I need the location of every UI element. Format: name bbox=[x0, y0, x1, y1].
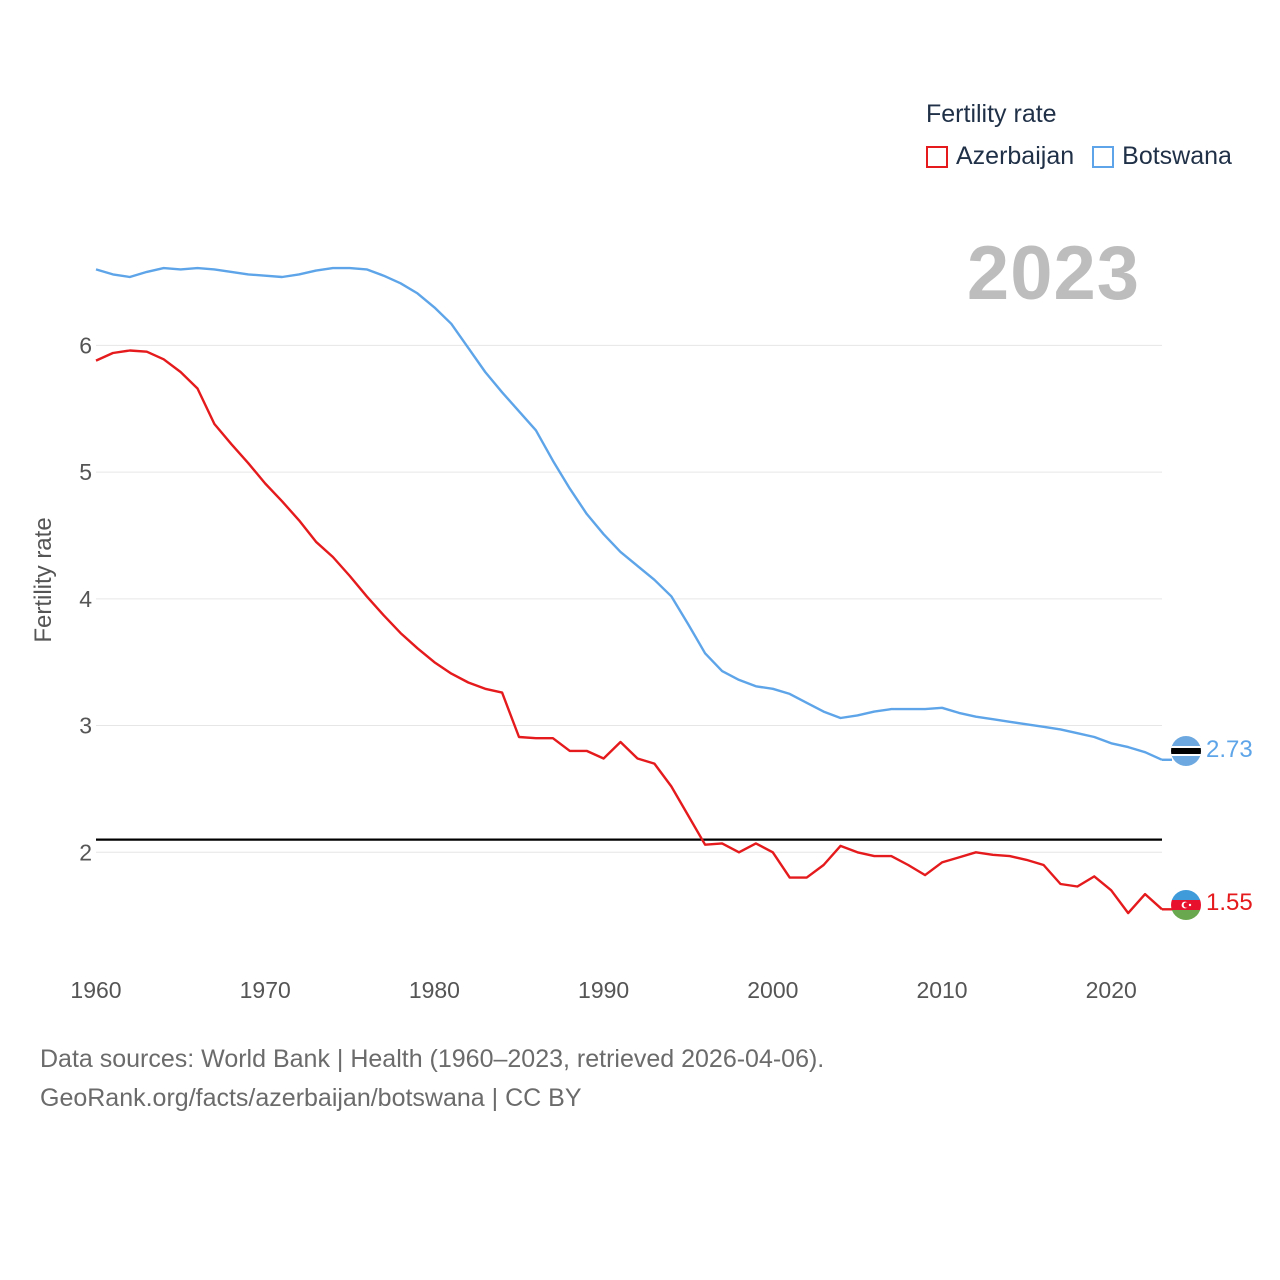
footer-attribution[interactable]: GeoRank.org/facts/azerbaijan/botswana | … bbox=[40, 1084, 582, 1112]
y-tick-label: 6 bbox=[79, 332, 92, 358]
x-tick-label: 1970 bbox=[240, 977, 291, 1003]
legend: Azerbaijan Botswana bbox=[926, 142, 1250, 171]
legend-label-botswana: Botswana bbox=[1122, 142, 1232, 170]
legend-title: Fertility rate bbox=[926, 100, 1057, 128]
legend-item-azerbaijan[interactable]: Azerbaijan bbox=[926, 142, 1074, 171]
x-tick-label: 1990 bbox=[578, 977, 629, 1003]
y-tick-label: 2 bbox=[79, 839, 92, 865]
x-tick-label: 1980 bbox=[409, 977, 460, 1003]
x-tick-labels: 1960 1970 1980 1990 2000 2010 2020 bbox=[70, 977, 1136, 1003]
x-tick-label: 2020 bbox=[1086, 977, 1137, 1003]
botswana-flag-icon bbox=[1171, 736, 1201, 766]
end-label-botswana: 2.73 bbox=[1206, 736, 1253, 763]
year-label: 2023 bbox=[966, 231, 1140, 316]
end-label-azerbaijan: 1.55 bbox=[1206, 889, 1253, 916]
series-line-botswana[interactable] bbox=[95, 266, 1163, 761]
x-tick-label: 2010 bbox=[916, 977, 967, 1003]
legend-label-azerbaijan: Azerbaijan bbox=[956, 142, 1075, 170]
y-axis-label: Fertility rate bbox=[30, 517, 57, 643]
series-lines bbox=[95, 266, 1172, 915]
y-tick-label: 3 bbox=[79, 713, 92, 739]
x-tick-label: 2000 bbox=[747, 977, 798, 1003]
legend-swatch-azerbaijan bbox=[926, 145, 948, 168]
y-tick-label: 5 bbox=[79, 459, 92, 485]
footer-sources: Data sources: World Bank | Health (1960–… bbox=[40, 1045, 825, 1073]
grid-lines bbox=[96, 344, 1162, 853]
x-tick-label: 1960 bbox=[70, 977, 121, 1003]
y-tick-label: 4 bbox=[79, 586, 92, 612]
series-line-azerbaijan[interactable] bbox=[95, 349, 1163, 915]
legend-item-botswana[interactable]: Botswana bbox=[1092, 142, 1232, 171]
legend-swatch-botswana bbox=[1092, 145, 1115, 168]
y-tick-labels: 2 3 4 5 6 bbox=[79, 332, 92, 865]
azerbaijan-flag-icon bbox=[1171, 890, 1201, 920]
